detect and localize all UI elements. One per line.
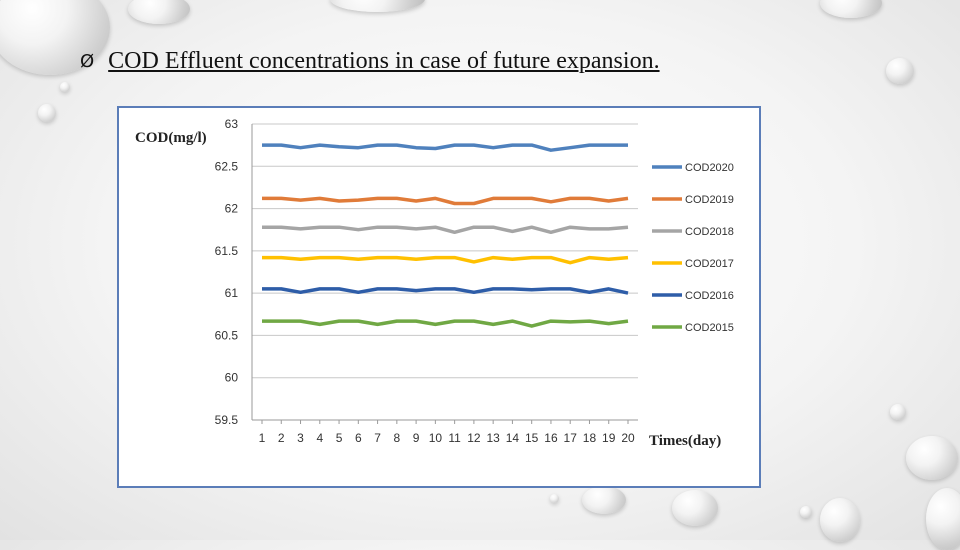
- x-tick-label: 6: [355, 431, 362, 445]
- x-tick-label: 15: [525, 431, 539, 445]
- bullet-arrow-icon: Ø: [80, 50, 95, 72]
- x-tick-label: 1: [259, 431, 266, 445]
- legend-label-cod2015: COD2015: [685, 322, 734, 334]
- chart-frame: 63 62.5 62 61.5 61 60.5 60 59.5 1 2 3 4 5 6 7 8 9 10 11 12 1…: [117, 106, 761, 488]
- x-tick-label: 20: [621, 431, 635, 445]
- legend: COD2020 COD2019 COD2018 COD2017 COD2016 COD20…: [652, 162, 734, 334]
- x-tick-label: 3: [297, 431, 304, 445]
- water-drop: [38, 104, 56, 122]
- x-axis-label: Times(day): [649, 433, 721, 449]
- y-tick-label: 62: [225, 202, 239, 216]
- x-tick-label: 10: [429, 431, 443, 445]
- y-tick-label: 62.5: [215, 159, 239, 173]
- water-drop: [820, 0, 882, 18]
- water-drop: [890, 404, 906, 420]
- x-tick-label: 11: [448, 431, 461, 445]
- x-tick-label: 4: [316, 431, 323, 445]
- y-tick-label: 63: [225, 117, 239, 131]
- x-tick-label: 17: [564, 431, 578, 445]
- x-tick-label: 16: [544, 431, 558, 445]
- slide-title-text: COD Effluent concentrations in case of f…: [108, 47, 660, 74]
- series-layer: [262, 143, 629, 328]
- series-line-cod2020: [262, 143, 628, 152]
- water-drop: [60, 82, 70, 92]
- legend-label-cod2018: COD2018: [685, 226, 734, 238]
- series-line-cod2015: [262, 319, 629, 328]
- series-line-cod2019: [262, 196, 629, 206]
- x-tick-label: 9: [413, 431, 420, 445]
- legend-label-cod2020: COD2020: [685, 162, 734, 174]
- y-tick-label: 61.5: [215, 244, 239, 258]
- water-drop: [550, 494, 559, 503]
- slide-title: Ø COD Effluent concentrations in case of…: [80, 44, 660, 78]
- y-tick-label: 60.5: [215, 328, 239, 342]
- x-tick-label: 19: [602, 431, 616, 445]
- water-drop: [886, 58, 914, 84]
- series-line-cod2017: [262, 255, 629, 265]
- x-tick-label: 12: [467, 431, 481, 445]
- water-drop: [128, 0, 190, 24]
- water-drop: [906, 436, 958, 480]
- grid-lines: [252, 123, 638, 421]
- legend-label-cod2019: COD2019: [685, 194, 734, 206]
- y-tick-label: 59.5: [215, 413, 239, 427]
- x-tick-label: 7: [374, 431, 381, 445]
- x-tick-label: 13: [486, 431, 500, 445]
- water-drop: [672, 490, 718, 526]
- x-tick-label: 14: [506, 431, 520, 445]
- legend-label-cod2016: COD2016: [685, 290, 734, 302]
- water-drop: [820, 498, 860, 542]
- x-tick-label: 18: [583, 431, 597, 445]
- x-tick-label: 2: [278, 431, 285, 445]
- water-drop: [926, 488, 960, 550]
- y-tick-label: 60: [225, 371, 239, 385]
- series-line-cod2016: [262, 287, 629, 295]
- x-tick-label: 5: [336, 431, 343, 445]
- legend-label-cod2017: COD2017: [685, 258, 734, 270]
- water-drop: [800, 506, 812, 518]
- x-tick-label: 8: [393, 431, 400, 445]
- series-line-cod2018: [262, 225, 629, 235]
- y-axis-label: COD(mg/l): [135, 130, 207, 146]
- water-drop: [582, 486, 626, 514]
- water-drop: [330, 0, 425, 12]
- y-tick-label: 61: [225, 286, 239, 300]
